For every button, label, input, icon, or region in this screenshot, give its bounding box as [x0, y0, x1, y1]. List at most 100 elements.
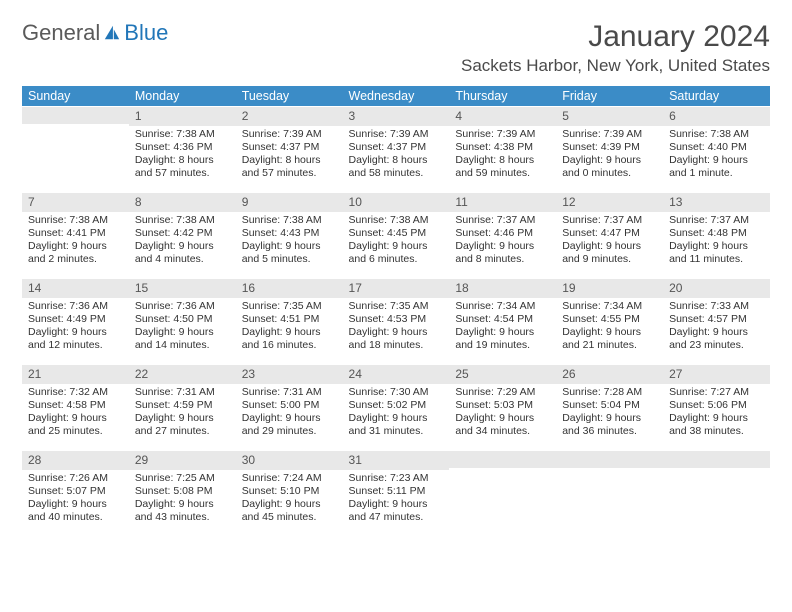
sunrise-text: Sunrise: 7:31 AM: [242, 386, 337, 399]
sunset-text: Sunset: 5:02 PM: [349, 399, 444, 412]
sunset-text: Sunset: 4:55 PM: [562, 313, 657, 326]
daylight-text: Daylight: 9 hours and 25 minutes.: [28, 412, 123, 438]
day-body: [556, 468, 663, 528]
location: Sackets Harbor, New York, United States: [461, 56, 770, 76]
calendar-day: [22, 106, 129, 192]
day-body: Sunrise: 7:35 AMSunset: 4:53 PMDaylight:…: [343, 298, 450, 357]
weekday-header: Thursday: [449, 86, 556, 106]
calendar-day: 27Sunrise: 7:27 AMSunset: 5:06 PMDayligh…: [663, 364, 770, 450]
logo-text-1: General: [22, 20, 100, 46]
day-body: Sunrise: 7:39 AMSunset: 4:37 PMDaylight:…: [343, 126, 450, 185]
day-body: Sunrise: 7:23 AMSunset: 5:11 PMDaylight:…: [343, 470, 450, 529]
sunrise-text: Sunrise: 7:37 AM: [669, 214, 764, 227]
sunset-text: Sunset: 5:03 PM: [455, 399, 550, 412]
calendar-day: 24Sunrise: 7:30 AMSunset: 5:02 PMDayligh…: [343, 364, 450, 450]
day-number: 2: [236, 106, 343, 126]
day-body: Sunrise: 7:38 AMSunset: 4:40 PMDaylight:…: [663, 126, 770, 185]
daylight-text: Daylight: 8 hours and 57 minutes.: [135, 154, 230, 180]
weekday-header: Monday: [129, 86, 236, 106]
calendar-day: 14Sunrise: 7:36 AMSunset: 4:49 PMDayligh…: [22, 278, 129, 364]
calendar-day: 2Sunrise: 7:39 AMSunset: 4:37 PMDaylight…: [236, 106, 343, 192]
sail-icon: [103, 24, 121, 42]
sunrise-text: Sunrise: 7:38 AM: [349, 214, 444, 227]
day-number: 24: [343, 364, 450, 384]
sunrise-text: Sunrise: 7:38 AM: [135, 128, 230, 141]
weekday-header-row: Sunday Monday Tuesday Wednesday Thursday…: [22, 86, 770, 106]
sunrise-text: Sunrise: 7:39 AM: [562, 128, 657, 141]
day-number: [449, 450, 556, 468]
day-number: 29: [129, 450, 236, 470]
sunset-text: Sunset: 4:37 PM: [242, 141, 337, 154]
header: General Blue January 2024 Sackets Harbor…: [22, 20, 770, 76]
calendar-day: 5Sunrise: 7:39 AMSunset: 4:39 PMDaylight…: [556, 106, 663, 192]
sunrise-text: Sunrise: 7:26 AM: [28, 472, 123, 485]
day-body: Sunrise: 7:24 AMSunset: 5:10 PMDaylight:…: [236, 470, 343, 529]
sunset-text: Sunset: 4:53 PM: [349, 313, 444, 326]
weekday-header: Wednesday: [343, 86, 450, 106]
sunset-text: Sunset: 4:37 PM: [349, 141, 444, 154]
calendar-day: 12Sunrise: 7:37 AMSunset: 4:47 PMDayligh…: [556, 192, 663, 278]
daylight-text: Daylight: 9 hours and 38 minutes.: [669, 412, 764, 438]
sunrise-text: Sunrise: 7:31 AM: [135, 386, 230, 399]
daylight-text: Daylight: 9 hours and 5 minutes.: [242, 240, 337, 266]
sunset-text: Sunset: 4:39 PM: [562, 141, 657, 154]
calendar-day: 16Sunrise: 7:35 AMSunset: 4:51 PMDayligh…: [236, 278, 343, 364]
sunset-text: Sunset: 5:08 PM: [135, 485, 230, 498]
calendar-day: 17Sunrise: 7:35 AMSunset: 4:53 PMDayligh…: [343, 278, 450, 364]
calendar-day: 28Sunrise: 7:26 AMSunset: 5:07 PMDayligh…: [22, 450, 129, 536]
calendar-week: 21Sunrise: 7:32 AMSunset: 4:58 PMDayligh…: [22, 364, 770, 450]
calendar-week: 7Sunrise: 7:38 AMSunset: 4:41 PMDaylight…: [22, 192, 770, 278]
sunset-text: Sunset: 4:38 PM: [455, 141, 550, 154]
logo: General Blue: [22, 20, 168, 46]
day-number: 1: [129, 106, 236, 126]
day-body: Sunrise: 7:38 AMSunset: 4:36 PMDaylight:…: [129, 126, 236, 185]
day-body: Sunrise: 7:37 AMSunset: 4:46 PMDaylight:…: [449, 212, 556, 271]
day-body: Sunrise: 7:38 AMSunset: 4:43 PMDaylight:…: [236, 212, 343, 271]
daylight-text: Daylight: 9 hours and 45 minutes.: [242, 498, 337, 524]
daylight-text: Daylight: 8 hours and 57 minutes.: [242, 154, 337, 180]
weekday-header: Tuesday: [236, 86, 343, 106]
calendar-day: 19Sunrise: 7:34 AMSunset: 4:55 PMDayligh…: [556, 278, 663, 364]
daylight-text: Daylight: 9 hours and 14 minutes.: [135, 326, 230, 352]
day-number: 28: [22, 450, 129, 470]
sunset-text: Sunset: 4:49 PM: [28, 313, 123, 326]
day-body: Sunrise: 7:36 AMSunset: 4:49 PMDaylight:…: [22, 298, 129, 357]
sunset-text: Sunset: 4:46 PM: [455, 227, 550, 240]
sunrise-text: Sunrise: 7:38 AM: [669, 128, 764, 141]
daylight-text: Daylight: 9 hours and 16 minutes.: [242, 326, 337, 352]
calendar-day: 30Sunrise: 7:24 AMSunset: 5:10 PMDayligh…: [236, 450, 343, 536]
calendar-day: 3Sunrise: 7:39 AMSunset: 4:37 PMDaylight…: [343, 106, 450, 192]
daylight-text: Daylight: 9 hours and 12 minutes.: [28, 326, 123, 352]
calendar-day: 9Sunrise: 7:38 AMSunset: 4:43 PMDaylight…: [236, 192, 343, 278]
weekday-header: Saturday: [663, 86, 770, 106]
sunset-text: Sunset: 4:45 PM: [349, 227, 444, 240]
sunset-text: Sunset: 4:57 PM: [669, 313, 764, 326]
sunset-text: Sunset: 4:40 PM: [669, 141, 764, 154]
sunrise-text: Sunrise: 7:38 AM: [28, 214, 123, 227]
daylight-text: Daylight: 9 hours and 27 minutes.: [135, 412, 230, 438]
sunset-text: Sunset: 5:10 PM: [242, 485, 337, 498]
page-title: January 2024: [461, 20, 770, 54]
title-block: January 2024 Sackets Harbor, New York, U…: [461, 20, 770, 76]
day-body: Sunrise: 7:34 AMSunset: 4:55 PMDaylight:…: [556, 298, 663, 357]
calendar-day: 23Sunrise: 7:31 AMSunset: 5:00 PMDayligh…: [236, 364, 343, 450]
day-number: 22: [129, 364, 236, 384]
day-body: [663, 468, 770, 528]
day-body: Sunrise: 7:31 AMSunset: 5:00 PMDaylight:…: [236, 384, 343, 443]
sunrise-text: Sunrise: 7:38 AM: [242, 214, 337, 227]
daylight-text: Daylight: 9 hours and 23 minutes.: [669, 326, 764, 352]
day-number: 11: [449, 192, 556, 212]
day-number: [22, 106, 129, 124]
sunset-text: Sunset: 4:48 PM: [669, 227, 764, 240]
sunrise-text: Sunrise: 7:33 AM: [669, 300, 764, 313]
day-body: Sunrise: 7:29 AMSunset: 5:03 PMDaylight:…: [449, 384, 556, 443]
day-number: 18: [449, 278, 556, 298]
sunset-text: Sunset: 5:04 PM: [562, 399, 657, 412]
daylight-text: Daylight: 9 hours and 8 minutes.: [455, 240, 550, 266]
daylight-text: Daylight: 9 hours and 36 minutes.: [562, 412, 657, 438]
sunset-text: Sunset: 4:43 PM: [242, 227, 337, 240]
day-body: [22, 124, 129, 184]
daylight-text: Daylight: 8 hours and 58 minutes.: [349, 154, 444, 180]
day-number: 3: [343, 106, 450, 126]
day-body: Sunrise: 7:39 AMSunset: 4:39 PMDaylight:…: [556, 126, 663, 185]
